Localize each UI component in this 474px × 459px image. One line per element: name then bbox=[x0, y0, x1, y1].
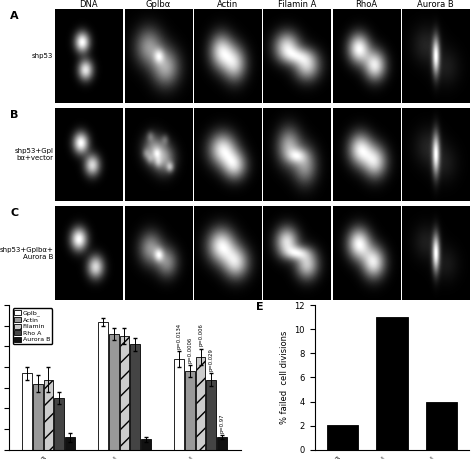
Legend: GpIb_, Actin, Filamin, Rho A, Aurora B: GpIb_, Actin, Filamin, Rho A, Aurora B bbox=[13, 308, 52, 344]
Bar bbox=[174, 359, 184, 450]
Bar bbox=[65, 437, 74, 450]
Y-axis label: % failed  cell divisions: % failed cell divisions bbox=[280, 331, 289, 424]
Bar bbox=[130, 344, 140, 450]
Text: E: E bbox=[256, 302, 264, 312]
Bar bbox=[206, 380, 216, 450]
Title: DNA: DNA bbox=[80, 0, 98, 9]
Bar bbox=[119, 336, 129, 450]
Text: shp53+GpIbα+
Aurora B: shp53+GpIbα+ Aurora B bbox=[0, 246, 53, 260]
Text: A: A bbox=[10, 11, 19, 21]
Bar bbox=[327, 425, 358, 450]
Bar bbox=[98, 322, 108, 450]
Text: p=0.97: p=0.97 bbox=[219, 414, 224, 433]
Text: p=0.0006: p=0.0006 bbox=[187, 337, 192, 363]
Title: GpIbα: GpIbα bbox=[146, 0, 171, 9]
Bar bbox=[376, 317, 408, 450]
Title: RhoA: RhoA bbox=[355, 0, 377, 9]
Text: shp53: shp53 bbox=[32, 53, 53, 59]
Bar bbox=[217, 437, 227, 450]
Title: Aurora B: Aurora B bbox=[417, 0, 454, 9]
Text: p=0.006: p=0.006 bbox=[198, 324, 203, 347]
Bar bbox=[44, 380, 53, 450]
Bar bbox=[196, 357, 205, 450]
Text: p=0.029: p=0.029 bbox=[209, 348, 214, 371]
Text: shp53+GpI
bα+vector: shp53+GpI bα+vector bbox=[14, 148, 53, 161]
Bar bbox=[141, 439, 151, 450]
Title: Actin: Actin bbox=[217, 0, 238, 9]
Bar bbox=[185, 371, 195, 450]
Text: C: C bbox=[10, 208, 18, 218]
Text: p=0.0134: p=0.0134 bbox=[177, 322, 182, 348]
Bar bbox=[426, 402, 457, 450]
Bar bbox=[55, 398, 64, 450]
Bar bbox=[109, 334, 118, 450]
Title: Filamin A: Filamin A bbox=[278, 0, 316, 9]
Bar bbox=[33, 384, 43, 450]
Text: B: B bbox=[10, 110, 19, 120]
Bar bbox=[22, 373, 32, 450]
